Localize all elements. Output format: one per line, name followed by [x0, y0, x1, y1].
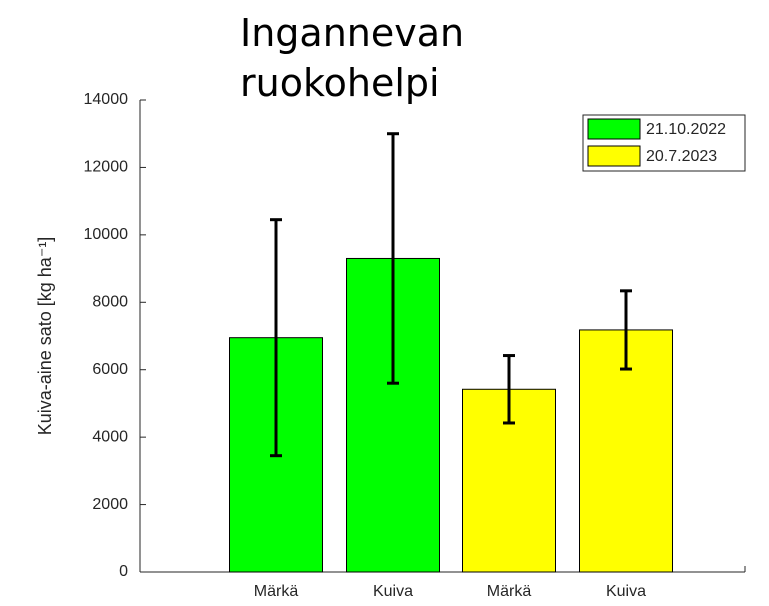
y-tick-label: 4000: [92, 428, 128, 445]
y-tick-label: 2000: [92, 496, 128, 513]
x-tick-label: Märkä: [254, 583, 299, 600]
legend-swatch: [587, 145, 641, 167]
y-tick-label: 8000: [92, 294, 128, 311]
y-tick-label: 14000: [84, 91, 129, 108]
x-tick-label: Märkä: [487, 583, 532, 600]
chart-title: Ingannevan ruokohelpi: [240, 11, 465, 105]
y-axis-label: Kuiva-aine sato [kg ha⁻¹]: [35, 237, 55, 436]
y-tick-label: 10000: [84, 226, 129, 243]
y-tick-label: 6000: [92, 361, 128, 378]
y-tick-label: 12000: [84, 159, 129, 176]
y-tick-label: 0: [119, 563, 128, 580]
legend-label: 20.7.2023: [646, 148, 717, 165]
x-tick-label: Kuiva: [606, 583, 646, 600]
x-tick-label: Kuiva: [373, 583, 413, 600]
legend-swatch: [587, 118, 641, 140]
legend-label: 21.10.2022: [646, 121, 726, 138]
